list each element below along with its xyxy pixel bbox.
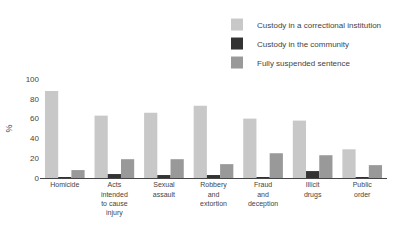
svg-text:40: 40: [30, 134, 39, 143]
svg-text:Robberyandextortion: Robberyandextortion: [200, 181, 227, 206]
svg-text:Fully suspended sentence: Fully suspended sentence: [257, 59, 351, 68]
svg-text:Fraudanddeception: Fraudanddeception: [248, 181, 278, 207]
svg-text:Sexualassault: Sexualassault: [153, 181, 175, 197]
svg-text:Actsintendedto causeinjury: Actsintendedto causeinjury: [101, 181, 128, 216]
svg-text:0: 0: [35, 174, 40, 183]
svg-text:Publicorder: Publicorder: [353, 181, 373, 197]
svg-text:Custody in the community: Custody in the community: [257, 40, 349, 49]
svg-text:Illicitdrugs: Illicitdrugs: [304, 181, 322, 198]
svg-text:20: 20: [30, 154, 39, 163]
svg-text:60: 60: [30, 114, 39, 123]
svg-text:%: %: [4, 124, 14, 132]
svg-text:Homicide: Homicide: [50, 181, 79, 188]
svg-text:80: 80: [30, 95, 39, 104]
svg-text:100: 100: [26, 75, 40, 84]
svg-text:Custody in a correctional inst: Custody in a correctional institution: [257, 21, 381, 30]
